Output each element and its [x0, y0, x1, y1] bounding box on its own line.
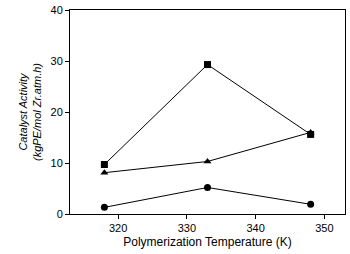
svg-text:10: 10	[51, 157, 63, 169]
svg-text:Polymerization Temperature (K): Polymerization Temperature (K)	[123, 235, 292, 249]
svg-text:30: 30	[51, 55, 63, 67]
svg-text:340: 340	[246, 222, 264, 234]
svg-text:40: 40	[51, 4, 63, 16]
svg-text:0: 0	[57, 208, 63, 220]
svg-text:20: 20	[51, 106, 63, 118]
svg-text:Catalyst Activity(kgPE/mol Zr.: Catalyst Activity(kgPE/mol Zr.atm.h)	[17, 63, 43, 161]
svg-text:350: 350	[315, 222, 333, 234]
svg-text:330: 330	[178, 222, 196, 234]
svg-text:320: 320	[109, 222, 127, 234]
